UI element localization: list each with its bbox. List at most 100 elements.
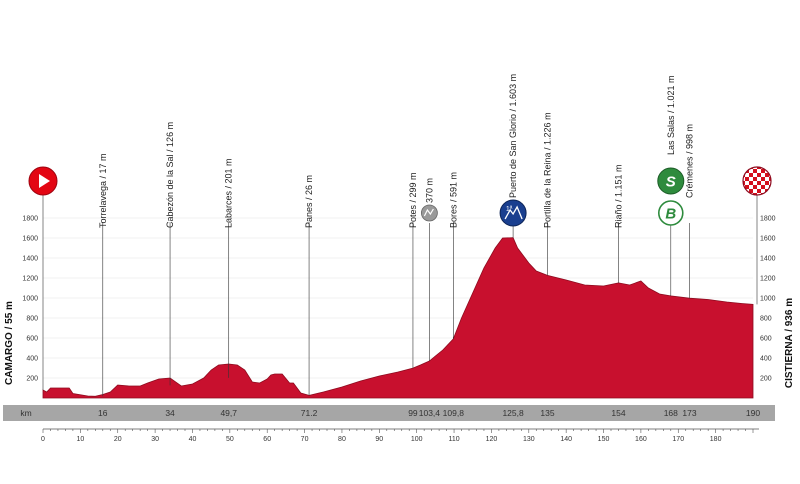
finish-checker-square — [749, 189, 753, 193]
y-tick-label-right: 1000 — [760, 296, 776, 303]
point-label: Panes / 26 m — [304, 175, 314, 228]
km-scale-label: 60 — [263, 436, 271, 443]
finish-checker-square — [753, 193, 757, 195]
km-scale-label: 20 — [114, 436, 122, 443]
finish-checker-square — [769, 169, 771, 173]
finish-town-label: CISTIERNA / 936 m — [784, 298, 795, 388]
point-km-value: 71.2 — [301, 408, 318, 418]
mountain-glyph-icon — [504, 205, 523, 220]
point-label: Bores / 591 m — [448, 172, 458, 228]
finish-checker-square — [761, 169, 765, 173]
finish-icon-ring — [742, 166, 772, 196]
finish-checker-square — [745, 185, 749, 189]
km-scale-label: 100 — [411, 436, 423, 443]
km-scale-label: 140 — [560, 436, 572, 443]
y-tick-label-right: 1200 — [760, 276, 776, 283]
finish-checker-square — [761, 177, 765, 181]
y-tick-label-left: 800 — [26, 316, 38, 323]
finish-checker-square — [765, 167, 769, 169]
km-scale-label: 120 — [486, 436, 498, 443]
finish-checker-square — [757, 167, 761, 169]
point-km-value: 109,8 — [443, 408, 465, 418]
y-tick-label-right: 1400 — [760, 256, 776, 263]
point-label: Torrelavega / 17 m — [98, 153, 108, 228]
finish-checker-square — [757, 189, 761, 193]
km-scale-label: 50 — [226, 436, 234, 443]
y-tick-label-right: 600 — [760, 336, 772, 343]
finish-checker-square — [761, 185, 765, 189]
y-tick-label-left: 200 — [26, 376, 38, 383]
elevation-area — [42, 237, 754, 399]
point-label: Riaño / 1.151 m — [613, 164, 623, 228]
y-tick-label-left: 400 — [26, 356, 38, 363]
bonus-letter: B — [665, 206, 676, 223]
km-scale-label: 160 — [635, 436, 647, 443]
y-tick-label-left: 1000 — [22, 296, 38, 303]
y-tick-label-right: 1800 — [760, 216, 776, 223]
point-label: Labarces / 201 m — [224, 158, 234, 228]
km-scale-label: 150 — [598, 436, 610, 443]
finish-checker-square — [757, 173, 761, 177]
km-scale-label: 30 — [151, 436, 159, 443]
bonus-icon — [657, 200, 684, 226]
y-tick-label-right: 800 — [760, 316, 772, 323]
km-scale-label: 0 — [41, 436, 45, 443]
point-km-value: 173 — [682, 408, 696, 418]
point-km-value: 168 — [664, 408, 678, 418]
point-km-value: 125,8 — [502, 408, 524, 418]
y-tick-label-left: 1400 — [22, 256, 38, 263]
point-km-value: 99 — [408, 408, 418, 418]
finish-checker-square — [749, 181, 753, 185]
km-scale-label: 40 — [189, 436, 197, 443]
km-axis-bar — [3, 405, 775, 421]
point-km-value: 49,7 — [220, 408, 237, 418]
y-tick-label-left: 1200 — [22, 276, 38, 283]
play-triangle-icon — [39, 174, 50, 188]
y-tick-label-left: 1800 — [22, 216, 38, 223]
point-km-value: 34 — [165, 408, 175, 418]
finish-checker-square — [769, 177, 771, 181]
km-scale-label: 180 — [710, 436, 722, 443]
start-town-label: CAMARGO / 55 m — [4, 301, 15, 385]
mountain-glyph-icon — [423, 208, 434, 217]
y-tick-label-left: 600 — [26, 336, 38, 343]
finish-checker-square — [753, 169, 757, 173]
finish-checker-square — [765, 181, 769, 185]
sprint-letter: S — [666, 174, 676, 191]
km-scale-label: 130 — [523, 436, 535, 443]
point-km-value: 154 — [611, 408, 625, 418]
y-tick-label-right: 200 — [760, 376, 772, 383]
finish-checker-square — [743, 181, 745, 185]
sprint-icon — [657, 167, 685, 195]
point-label: Cabezón de la Sal / 126 m — [165, 122, 175, 228]
finish-checker-square — [753, 185, 757, 189]
point-km-value: 16 — [98, 408, 108, 418]
point-label: 370 m — [424, 178, 434, 203]
finish-checker-square — [743, 167, 745, 169]
point-label: Puerto de San Glorio / 1.603 m — [508, 74, 518, 198]
finish-checker-square — [757, 181, 761, 185]
point-label: Las Salas / 1.021 m — [666, 75, 676, 155]
point-label: Portilla de la Reina / 1.226 m — [542, 112, 552, 228]
point-km-value: 103,4 — [419, 408, 441, 418]
y-tick-label-right: 1600 — [760, 236, 776, 243]
km-scale-label: 110 — [448, 436, 459, 443]
finish-checker-square — [743, 189, 745, 193]
km-scale-label: 90 — [375, 436, 383, 443]
finish-checker-square — [745, 193, 749, 195]
finish-checker-square — [753, 177, 757, 181]
y-tick-label-right: 400 — [760, 356, 772, 363]
finish-checker-square — [749, 173, 753, 177]
point-km-value: 190 — [746, 408, 760, 418]
km-scale-label: 170 — [672, 436, 684, 443]
y-tick-label-left: 1600 — [22, 236, 38, 243]
finish-icon — [743, 167, 771, 195]
point-km-value: 135 — [540, 408, 554, 418]
point-label: Crémenes / 998 m — [684, 124, 694, 198]
finish-checker-square — [769, 193, 771, 195]
km-scale-label: 80 — [338, 436, 346, 443]
finish-checker-square — [765, 173, 769, 177]
point-label: Potes / 299 m — [408, 172, 418, 228]
